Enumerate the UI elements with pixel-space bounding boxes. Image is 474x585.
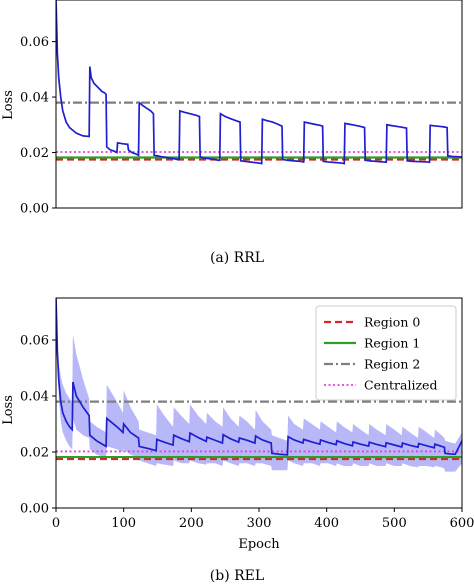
panel-rrl-ticks: 0.00 0.02 0.04 0.06 xyxy=(20,35,56,217)
panel-rrl: Loss 0.00 0.02 0.04 0.06 (a) RRL xyxy=(1,0,463,266)
y-tick-label: 0.04 xyxy=(20,390,49,405)
series-rel-line xyxy=(56,298,462,456)
panel-rel-ylabel: Loss xyxy=(1,395,16,425)
panel-rrl-plot-area xyxy=(56,0,462,165)
x-tick-label: 300 xyxy=(247,516,272,531)
series-rel-band xyxy=(56,298,462,472)
legend-label: Region 0 xyxy=(364,315,420,330)
panel-rrl-frame xyxy=(55,0,463,209)
panel-rel-frame xyxy=(55,297,463,509)
x-tick-label: 400 xyxy=(314,516,339,531)
x-tick-label: 500 xyxy=(382,516,407,531)
y-tick-label: 0.00 xyxy=(20,502,49,517)
y-tick-label: 0.02 xyxy=(20,146,49,161)
y-tick-label: 0.02 xyxy=(20,446,49,461)
panel-rrl-caption: (a) RRL xyxy=(210,250,264,266)
x-tick-label: 200 xyxy=(179,516,204,531)
y-tick-label: 0.04 xyxy=(20,91,49,106)
legend-label: Region 2 xyxy=(364,357,420,372)
y-tick-label: 0.06 xyxy=(20,35,49,50)
y-tick-label: 0.00 xyxy=(20,202,49,217)
legend: Region 0 Region 1 Region 2 Centralized xyxy=(315,305,457,401)
series-rrl-line xyxy=(56,0,462,165)
x-tick-label: 100 xyxy=(111,516,136,531)
x-tick-label: 0 xyxy=(52,516,60,531)
y-tick-label: 0.06 xyxy=(20,334,49,349)
panel-rel-xlabel: Epoch xyxy=(238,537,280,552)
legend-label: Centralized xyxy=(364,378,437,393)
x-tick-label: 600 xyxy=(450,516,474,531)
legend-label: Region 1 xyxy=(364,336,420,351)
panel-rel-caption: (b) REL xyxy=(210,568,264,584)
panel-rel-plot-area xyxy=(56,298,462,472)
panel-rrl-ylabel: Loss xyxy=(1,90,16,120)
legend-box xyxy=(315,305,457,401)
panel-rel: Loss 0.00 0.02 0.04 0.06 0 100 200 300 400 500 600… xyxy=(1,297,474,584)
panel-rel-ticks: 0.00 0.02 0.04 0.06 0 100 200 300 400 500 600 xyxy=(20,334,474,532)
